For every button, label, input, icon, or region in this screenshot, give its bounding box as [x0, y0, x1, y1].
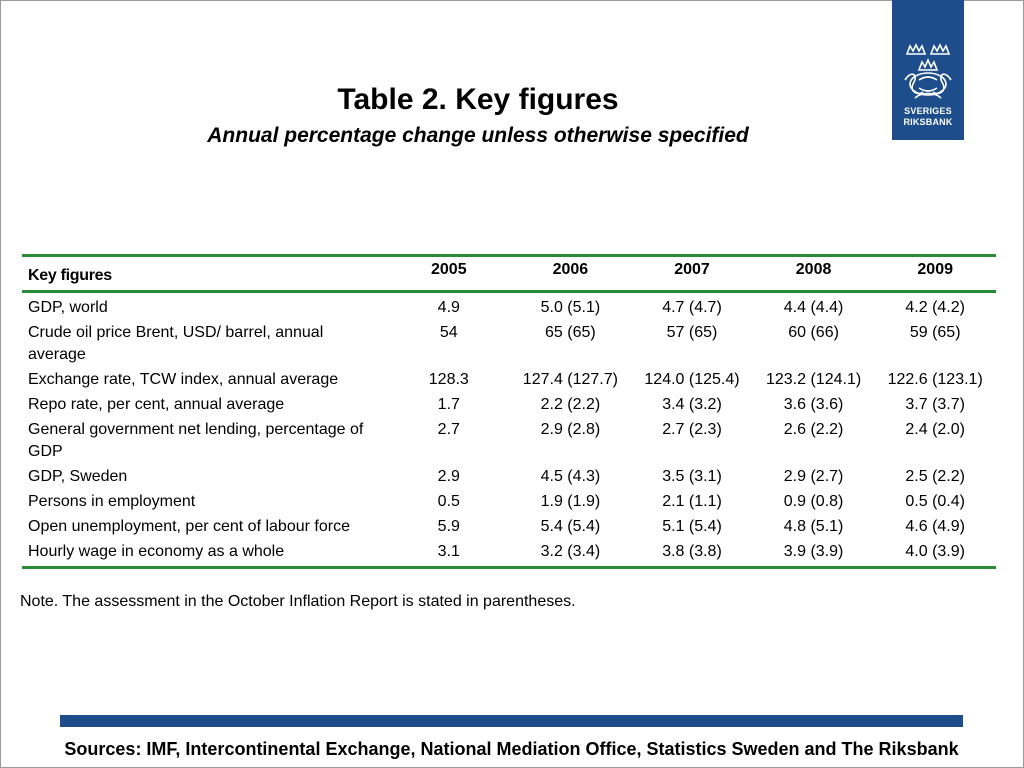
key-figures-table-container: Key figures 2005 2006 2007 2008 2009 GDP… — [22, 254, 996, 569]
logo-line-sveriges: SVERIGES — [904, 106, 952, 116]
table-row: Exchange rate, TCW index, annual average… — [22, 368, 996, 393]
row-label: GDP, Sweden — [28, 468, 128, 485]
table-cell: 0.5 (0.4) — [905, 493, 965, 510]
column-header-year: 2006 — [552, 261, 589, 278]
logo-wordmark: SVERIGES RIKSBANK — [903, 106, 952, 128]
table-cell: 5.1 (5.4) — [662, 518, 722, 535]
table-cell: 2.9 (2.8) — [540, 421, 601, 438]
table-cell: 5.9 — [437, 518, 460, 535]
table-row: Persons in employment 0.5 1.9 (1.9) 2.1 … — [22, 490, 996, 515]
table-cell: 124.0 (125.4) — [644, 371, 740, 388]
riksbank-logo: SVERIGES RIKSBANK — [892, 0, 964, 140]
key-figures-table: Key figures 2005 2006 2007 2008 2009 GDP… — [22, 254, 996, 569]
table-cell: 65 (65) — [545, 324, 596, 341]
table-row: Hourly wage in economy as a whole 3.1 3.… — [22, 540, 996, 568]
row-label: General government net lending, percenta… — [28, 421, 364, 460]
table-row: GDP, world 4.9 5.0 (5.1) 4.7 (4.7) 4.4 (… — [22, 292, 996, 322]
table-cell: 0.5 — [437, 493, 460, 510]
row-label: Persons in employment — [28, 493, 196, 510]
table-cell: 128.3 — [428, 371, 469, 388]
table-cell: 2.5 (2.2) — [905, 468, 965, 485]
table-cell: 5.0 (5.1) — [540, 299, 601, 316]
table-cell: 5.4 (5.4) — [540, 518, 601, 535]
table-cell: 2.4 (2.0) — [905, 421, 965, 438]
table-cell: 4.9 — [437, 299, 460, 316]
table-cell: 4.2 (4.2) — [905, 299, 965, 316]
table-row: Crude oil price Brent, USD/ barrel, annu… — [22, 321, 996, 368]
table-cell: 2.2 (2.2) — [540, 396, 601, 413]
table-cell: 3.6 (3.6) — [783, 396, 844, 413]
table-cell: 3.8 (3.8) — [662, 543, 722, 560]
table-note: Note. The assessment in the October Infl… — [20, 593, 576, 610]
table-cell: 3.4 (3.2) — [662, 396, 722, 413]
table-cell: 4.0 (3.9) — [905, 543, 965, 560]
column-header-year: 2005 — [431, 261, 467, 278]
page-title: Table 2. Key figures — [337, 83, 619, 116]
table-cell: 2.7 (2.3) — [662, 421, 722, 438]
footer-divider-bar — [60, 715, 963, 727]
table-cell: 123.2 (124.1) — [765, 371, 862, 388]
table-cell: 2.7 — [437, 421, 460, 438]
column-header-year: 2007 — [674, 261, 710, 278]
row-label: GDP, world — [28, 299, 108, 316]
column-header-year: 2008 — [795, 261, 832, 278]
table-cell: 2.1 (1.1) — [662, 493, 722, 510]
table-cell: 54 — [439, 324, 458, 341]
table-cell: 57 (65) — [666, 324, 718, 341]
table-cell: 127.4 (127.7) — [522, 371, 618, 388]
table-cell: 122.6 (123.1) — [887, 371, 983, 388]
table-row: General government net lending, percenta… — [22, 418, 996, 465]
table-cell: 0.9 (0.8) — [783, 493, 844, 510]
table-cell: 2.9 (2.7) — [783, 468, 844, 485]
crown-crest-icon — [904, 43, 952, 99]
table-cell: 3.7 (3.7) — [905, 396, 965, 413]
table-cell: 2.9 — [437, 468, 460, 485]
column-header-year: 2009 — [917, 261, 953, 278]
table-cell: 2.6 (2.2) — [783, 421, 844, 438]
table-cell: 4.7 (4.7) — [662, 299, 722, 316]
table-cell: 60 (66) — [788, 324, 839, 341]
table-cell: 4.4 (4.4) — [783, 299, 844, 316]
table-cell: 4.8 (5.1) — [783, 518, 844, 535]
row-label: Repo rate, per cent, annual average — [28, 396, 285, 413]
sources-text: Sources: IMF, Intercontinental Exchange,… — [64, 739, 959, 759]
table-cell: 4.5 (4.3) — [540, 468, 601, 485]
table-row: Open unemployment, per cent of labour fo… — [22, 515, 996, 540]
page-subtitle: Annual percentage change unless otherwis… — [207, 124, 749, 147]
logo-line-riksbank: RIKSBANK — [903, 117, 953, 127]
row-label: Open unemployment, per cent of labour fo… — [28, 518, 350, 535]
table-cell: 1.7 — [437, 396, 460, 413]
table-cell: 4.6 (4.9) — [905, 518, 965, 535]
table-cell: 1.9 (1.9) — [540, 493, 601, 510]
column-header-key-figures: Key figures — [28, 267, 112, 284]
table-row: Repo rate, per cent, annual average 1.7 … — [22, 393, 996, 418]
table-cell: 3.2 (3.4) — [540, 543, 601, 560]
row-label: Hourly wage in economy as a whole — [28, 543, 285, 560]
table-cell: 3.1 — [437, 543, 460, 560]
table-cell: 59 (65) — [909, 324, 961, 341]
table-header-row: Key figures 2005 2006 2007 2008 2009 — [22, 255, 996, 292]
table-cell: 3.5 (3.1) — [662, 468, 722, 485]
table-cell: 3.9 (3.9) — [783, 543, 844, 560]
table-row: GDP, Sweden 2.9 4.5 (4.3) 3.5 (3.1) 2.9 … — [22, 465, 996, 490]
row-label: Exchange rate, TCW index, annual average — [28, 371, 339, 388]
row-label: Crude oil price Brent, USD/ barrel, annu… — [28, 324, 324, 363]
